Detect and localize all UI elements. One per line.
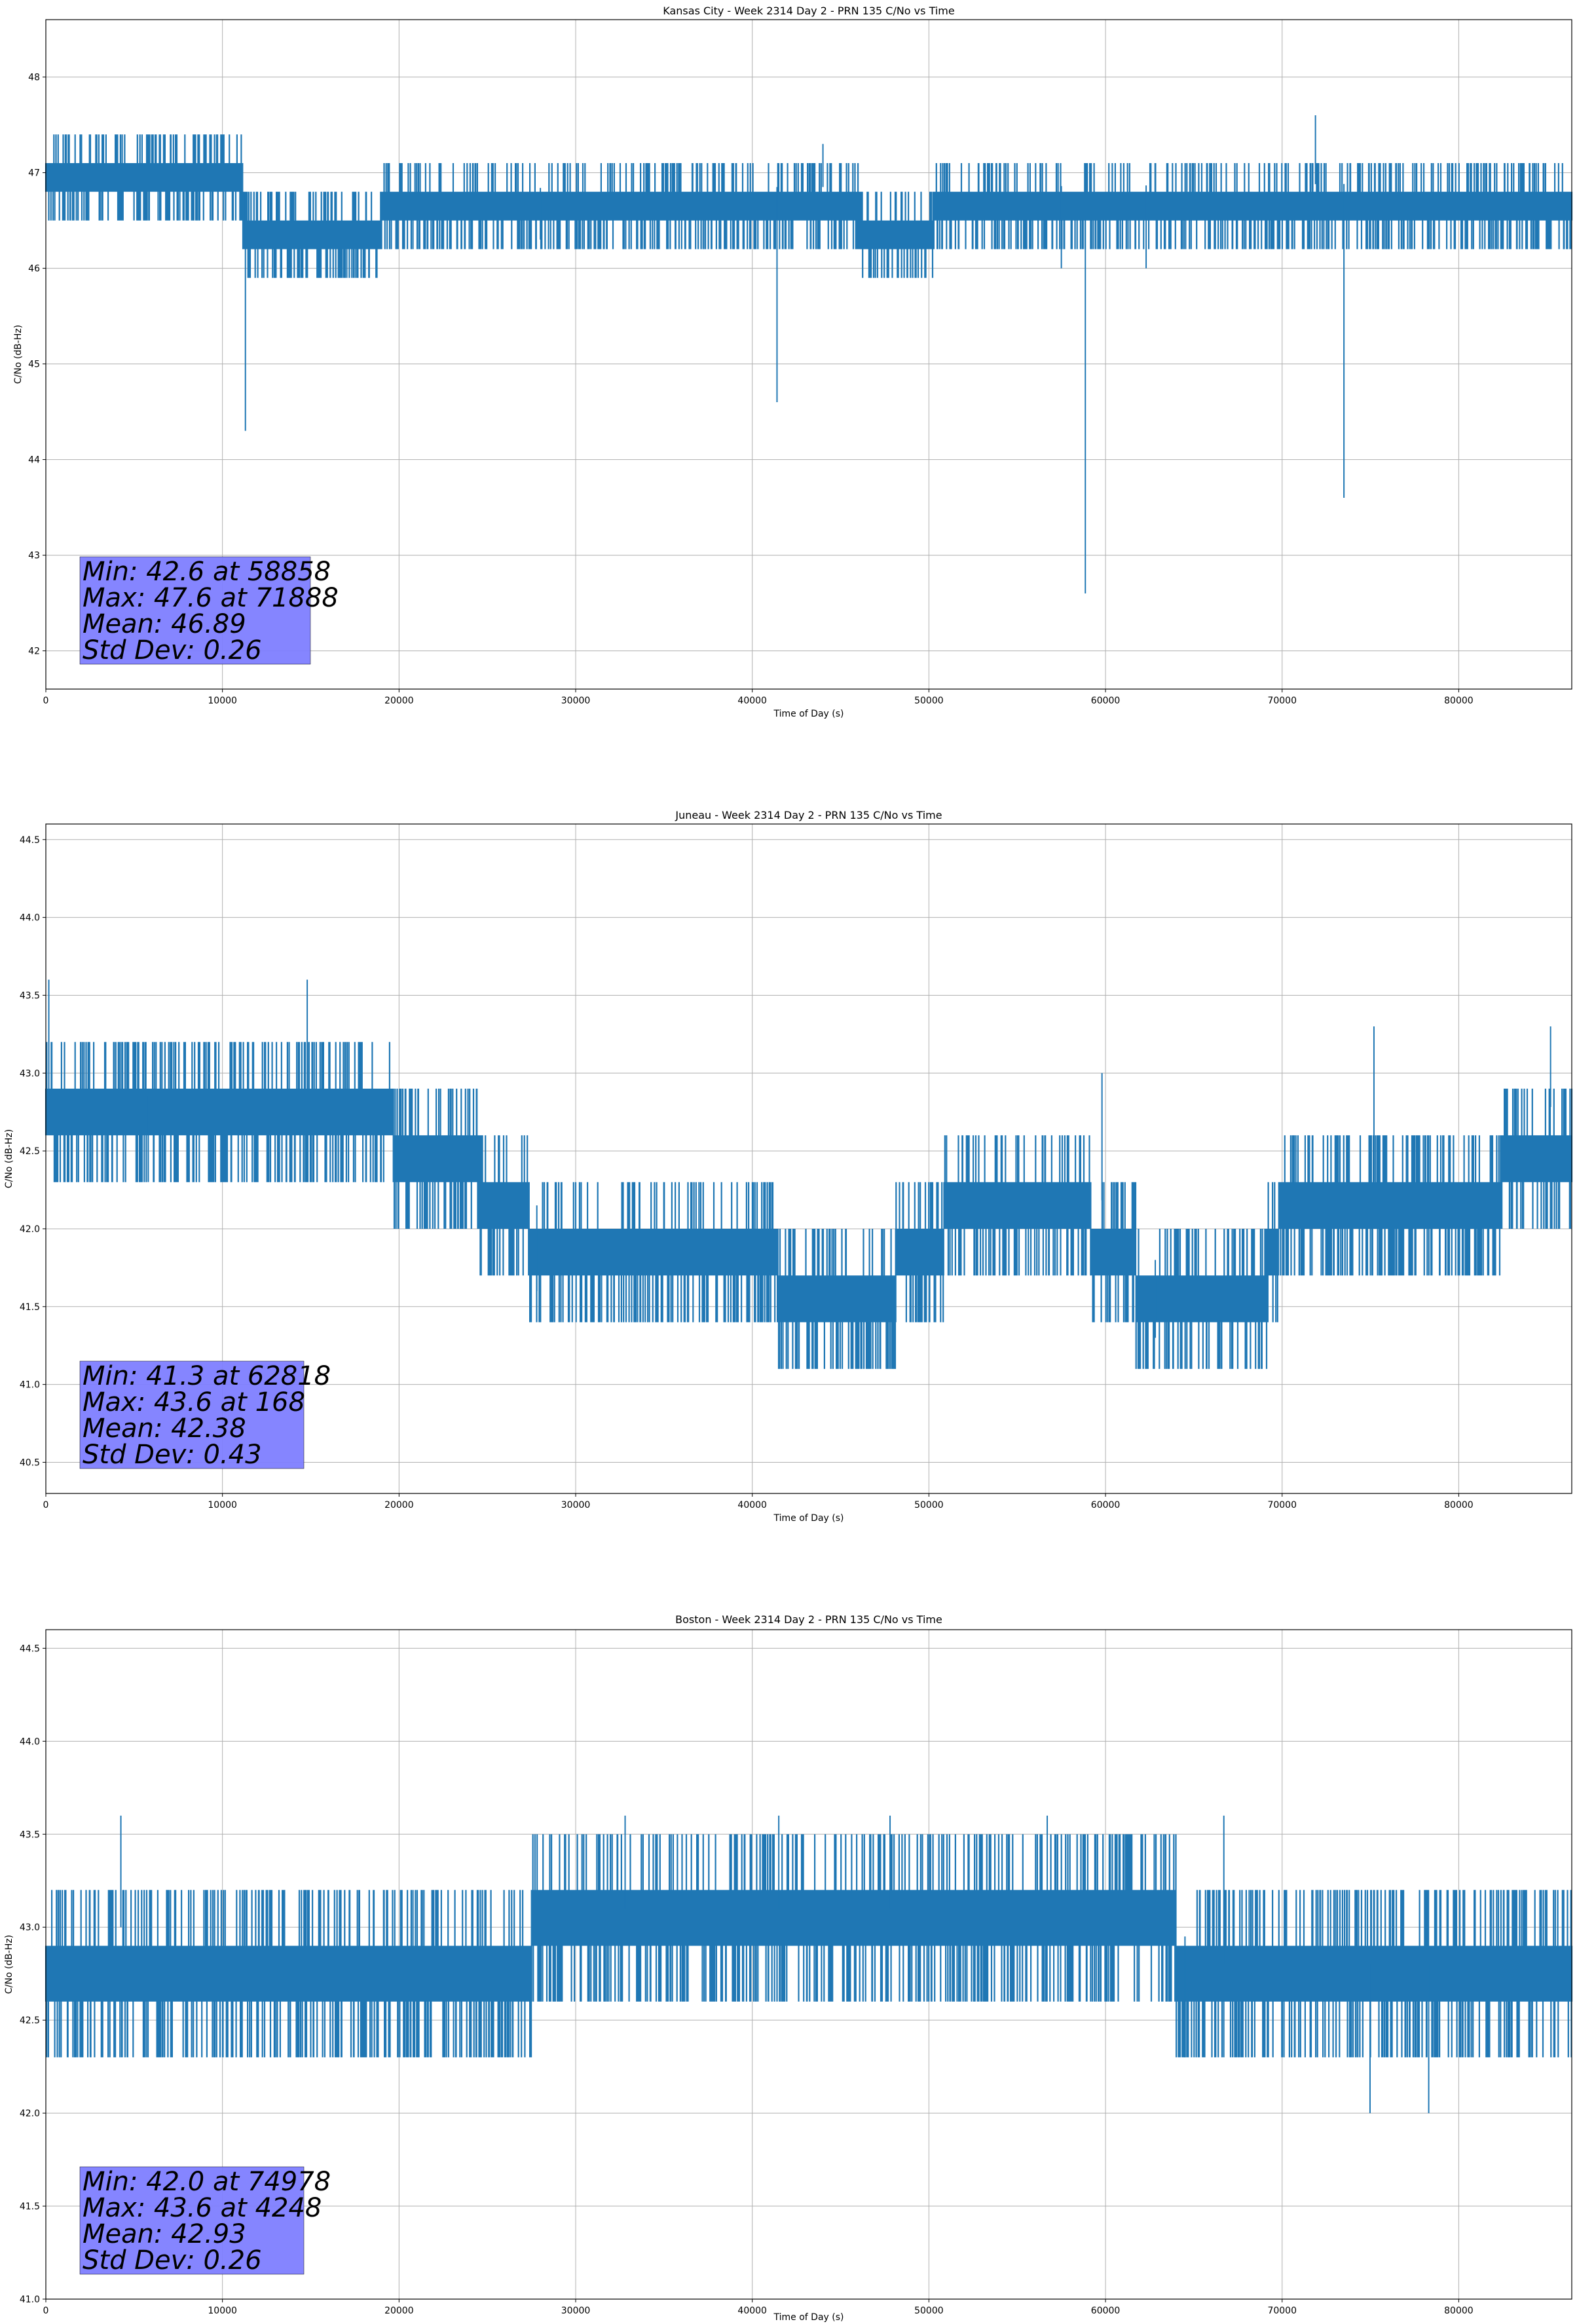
x-tick-label: 70000	[1267, 696, 1297, 706]
y-tick-label: 43	[28, 551, 40, 561]
stats-max: Max: 47.6 at 71888	[83, 583, 339, 613]
x-tick-label: 50000	[914, 2306, 944, 2316]
x-tick-label: 20000	[384, 696, 414, 706]
x-tick-label: 50000	[914, 1500, 944, 1510]
chart-juneau: Juneau - Week 2314 Day 2 - PRN 135 C/No …	[4, 809, 1573, 1524]
x-tick-label: 70000	[1267, 1500, 1297, 1510]
x-tick-label: 80000	[1444, 1500, 1474, 1510]
x-axis-label: Time of Day (s)	[773, 2312, 844, 2323]
stats-box-background	[79, 1360, 305, 1469]
x-tick-label: 0	[43, 696, 49, 706]
x-tick-label: 60000	[1091, 2306, 1121, 2316]
x-tick-label: 10000	[208, 1500, 237, 1510]
y-axis-label: C/No (dB-Hz)	[4, 1935, 14, 1994]
y-tick-label: 41.5	[20, 1302, 40, 1313]
y-tick-label: 45	[28, 360, 40, 370]
chart-title: Juneau - Week 2314 Day 2 - PRN 135 C/No …	[675, 809, 942, 821]
x-tick-label: 40000	[737, 1500, 767, 1510]
x-tick-label: 0	[43, 2306, 49, 2316]
stats-mean: Mean: 46.89	[83, 609, 246, 639]
tick-labels: 0 10000 20000 30000 40000 50000 60000 70000 8000…	[20, 835, 1474, 1510]
y-axis-label: C/No (dB-Hz)	[13, 325, 24, 384]
x-tick-label: 60000	[1091, 1500, 1121, 1510]
y-axis-label: C/No (dB-Hz)	[4, 1129, 14, 1188]
y-tick-label: 41.0	[20, 1380, 40, 1391]
y-tick-label: 44	[28, 455, 40, 466]
tick-labels: 0 10000 20000 30000 40000 50000 60000 70000 8000…	[28, 73, 1474, 706]
plot-frame	[45, 1629, 1572, 2300]
stats-mean: Mean: 42.93	[83, 2219, 246, 2249]
y-tick-label: 44.5	[20, 1643, 40, 1654]
y-tick-label: 42	[28, 647, 40, 657]
x-axis-label: Time of Day (s)	[773, 709, 844, 719]
y-tick-label: 48	[28, 73, 40, 83]
stats-min: Min: 41.3 at 62818	[83, 1361, 331, 1391]
x-axis-label: Time of Day (s)	[773, 1513, 844, 1524]
y-tick-label: 43.0	[20, 1922, 40, 1933]
chart-title: Boston - Week 2314 Day 2 - PRN 135 C/No …	[675, 1613, 942, 1626]
y-tick-label: 42.0	[20, 1224, 40, 1235]
stats-std-dev: Std Dev: 0.26	[83, 635, 262, 665]
y-tick-label: 42.5	[20, 1146, 40, 1157]
y-tick-label: 43.0	[20, 1068, 40, 1079]
x-tick-label: 30000	[561, 696, 591, 706]
y-tick-label: 41.5	[20, 2202, 40, 2212]
x-tick-label: 10000	[208, 2306, 237, 2316]
y-tick-label: 47	[28, 168, 40, 179]
stats-std-dev: Std Dev: 0.43	[83, 1440, 262, 1470]
x-tick-label: 20000	[384, 1500, 414, 1510]
stats-max: Max: 43.6 at 168	[83, 1387, 305, 1417]
stats-box: Min: 42.0 at 74978 Max: 43.6 at 4248 Mea…	[79, 2166, 331, 2276]
stats-box: Min: 41.3 at 62818 Max: 43.6 at 168 Mean…	[79, 1360, 331, 1470]
y-tick-label: 41.0	[20, 2295, 40, 2305]
stats-max: Max: 43.6 at 4248	[83, 2193, 322, 2223]
y-tick-label: 42.0	[20, 2108, 40, 2119]
y-tick-label: 42.5	[20, 2015, 40, 2026]
chart-title: Kansas City - Week 2314 Day 2 - PRN 135 …	[663, 5, 954, 17]
chart-kansas-city: Kansas City - Week 2314 Day 2 - PRN 135 …	[13, 5, 1573, 719]
y-tick-label: 40.5	[20, 1457, 40, 1468]
y-tick-label: 44.0	[20, 1736, 40, 1747]
chart-boston: Boston - Week 2314 Day 2 - PRN 135 C/No …	[4, 1613, 1573, 2323]
x-tick-label: 40000	[737, 696, 767, 706]
y-tick-label: 44.0	[20, 913, 40, 924]
x-tick-label: 70000	[1267, 2306, 1297, 2316]
stats-min: Min: 42.6 at 58858	[83, 557, 331, 587]
stats-box-background	[79, 556, 311, 665]
data-series	[45, 979, 1573, 1369]
stats-box: Min: 42.6 at 58858 Max: 47.6 at 71888 Me…	[79, 556, 339, 665]
x-tick-label: 10000	[208, 696, 237, 706]
x-tick-label: 30000	[561, 1500, 591, 1510]
y-tick-label: 46	[28, 264, 40, 274]
stats-mean: Mean: 42.38	[83, 1414, 246, 1444]
stats-min: Min: 42.0 at 74978	[83, 2167, 331, 2197]
plot-frame	[45, 19, 1572, 690]
x-tick-label: 30000	[561, 2306, 591, 2316]
stats-std-dev: Std Dev: 0.26	[83, 2245, 262, 2276]
x-tick-label: 80000	[1444, 696, 1474, 706]
stats-box-background	[79, 2166, 305, 2275]
x-tick-label: 0	[43, 1500, 49, 1510]
y-tick-label: 43.5	[20, 1829, 40, 1840]
x-tick-label: 50000	[914, 696, 944, 706]
x-tick-label: 40000	[737, 2306, 767, 2316]
plot-frame	[45, 823, 1572, 1494]
y-tick-label: 43.5	[20, 990, 40, 1001]
data-series	[45, 115, 1573, 593]
x-tick-label: 80000	[1444, 2306, 1474, 2316]
x-tick-label: 60000	[1091, 696, 1121, 706]
y-tick-label: 44.5	[20, 835, 40, 846]
tick-labels: 0 10000 20000 30000 40000 50000 60000 70000 8000…	[20, 1643, 1474, 2316]
x-tick-label: 20000	[384, 2306, 414, 2316]
